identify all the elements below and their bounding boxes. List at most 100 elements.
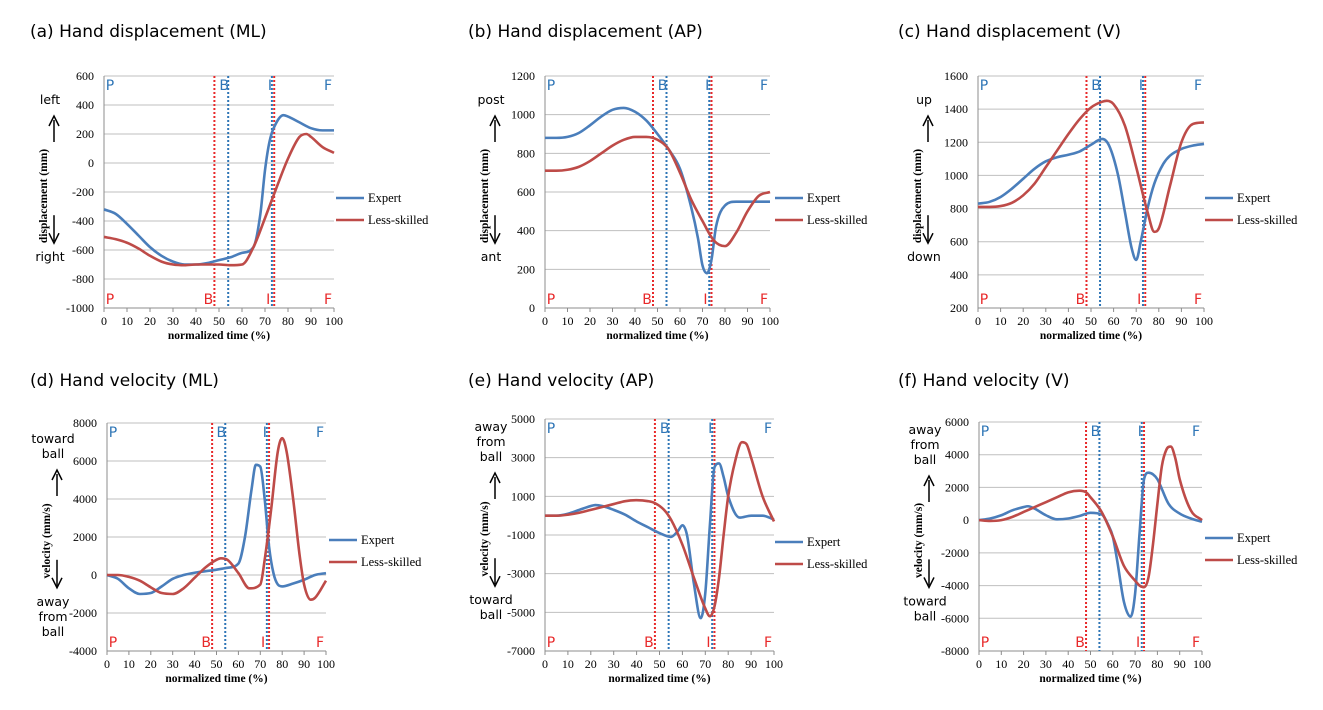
phase-label-less-skilled: P: [547, 635, 555, 651]
y-tick-label: 0: [88, 156, 94, 170]
y-tick-label: -5000: [507, 605, 535, 619]
x-tick-label: 10: [123, 657, 135, 671]
x-tick-label: 0: [104, 657, 110, 671]
y-tick-label: -4000: [69, 644, 97, 658]
x-tick-label: 80: [276, 657, 288, 671]
phase-label-less-skilled: B: [1075, 635, 1085, 651]
phase-label-less-skilled: I: [1137, 292, 1141, 308]
x-axis-title: normalized time (%): [165, 673, 267, 685]
direction-down-label: down: [907, 249, 941, 264]
y-tick-label: -1000: [507, 528, 535, 542]
x-tick-label: 0: [975, 314, 981, 328]
phase-label-less-skilled: I: [261, 635, 265, 651]
y-tick-label: -600: [72, 243, 94, 257]
y-tick-label: -4000: [941, 579, 969, 593]
direction-up-label: toward ball: [31, 431, 74, 461]
x-tick-label: 40: [1062, 314, 1074, 328]
y-tick-label: 1000: [511, 108, 535, 122]
y-tick-label: 400: [950, 268, 968, 282]
x-tick-label: 90: [1175, 314, 1187, 328]
x-tick-label: 50: [652, 314, 664, 328]
phase-label-expert: I: [705, 78, 709, 94]
chart-title: (b) Hand displacement (AP): [468, 22, 703, 42]
phase-label-expert: P: [547, 78, 555, 94]
y-tick-label: -2000: [69, 606, 97, 620]
x-tick-label: 20: [584, 314, 596, 328]
legend-label-expert: Expert: [1237, 531, 1271, 545]
x-tick-label: 30: [1040, 314, 1052, 328]
direction-up-label: away from ball: [909, 422, 943, 467]
phase-label-expert: F: [324, 78, 332, 94]
phase-label-expert: P: [106, 78, 114, 94]
x-tick-label: 10: [121, 314, 133, 328]
x-axis-title: normalized time (%): [168, 330, 270, 342]
chart-panel-1: (b) Hand displacement (AP)02004006008001…: [468, 22, 868, 342]
y-tick-label: -3000: [507, 567, 535, 581]
y-axis-title: displacement (mm): [479, 149, 491, 243]
x-tick-label: 100: [1193, 657, 1211, 671]
legend-label-expert: Expert: [361, 533, 395, 547]
x-tick-label: 50: [211, 657, 223, 671]
down-arrow-icon: [51, 577, 63, 590]
x-tick-label: 90: [1174, 657, 1186, 671]
x-tick-label: 40: [631, 657, 643, 671]
y-tick-label: 600: [950, 235, 968, 249]
x-axis-title: normalized time (%): [608, 673, 710, 685]
phase-label-expert: I: [268, 78, 272, 94]
phase-label-less-skilled: I: [703, 292, 707, 308]
y-axis-title: displacement (mm): [38, 149, 50, 243]
y-tick-label: 800: [950, 202, 968, 216]
x-tick-label: 60: [232, 657, 244, 671]
chart-title: (a) Hand displacement (ML): [30, 22, 267, 42]
up-arrow-icon: [48, 114, 60, 127]
phase-label-less-skilled: I: [706, 635, 710, 651]
phase-label-expert: I: [708, 421, 712, 437]
x-tick-label: 40: [189, 657, 201, 671]
phase-label-expert: B: [658, 78, 668, 94]
phase-label-less-skilled: F: [764, 635, 772, 651]
y-tick-label: 4000: [73, 492, 97, 506]
x-tick-label: 90: [742, 314, 754, 328]
x-tick-label: 40: [629, 314, 641, 328]
legend-label-less-skilled: Less-skilled: [1237, 213, 1298, 227]
x-tick-label: 0: [976, 657, 982, 671]
phase-label-less-skilled: F: [324, 292, 332, 308]
y-tick-label: 400: [517, 224, 535, 238]
phase-label-expert: I: [1139, 78, 1143, 94]
series-line-expert: [544, 462, 775, 620]
phase-label-less-skilled: B: [1076, 292, 1086, 308]
phase-label-expert: F: [1192, 424, 1200, 440]
y-tick-label: 1600: [944, 69, 968, 83]
x-tick-label: 20: [1017, 314, 1029, 328]
x-tick-label: 30: [167, 657, 179, 671]
phase-label-less-skilled: B: [204, 292, 214, 308]
x-tick-label: 0: [542, 314, 548, 328]
x-tick-label: 50: [654, 657, 666, 671]
legend-label-expert: Expert: [807, 191, 841, 205]
phase-label-expert: P: [981, 424, 989, 440]
y-tick-label: 6000: [73, 454, 97, 468]
series-line-expert: [978, 471, 1203, 618]
x-tick-label: 30: [167, 314, 179, 328]
phase-label-less-skilled: I: [266, 292, 270, 308]
x-tick-label: 90: [298, 657, 310, 671]
down-arrow-icon: [923, 577, 935, 590]
down-arrow-icon: [489, 232, 501, 245]
y-tick-label: -6000: [941, 611, 969, 625]
phase-label-expert: B: [1091, 78, 1101, 94]
x-axis-title: normalized time (%): [1040, 330, 1142, 342]
down-arrow-icon: [489, 575, 501, 588]
y-axis-title: velocity (mm/s): [41, 503, 53, 578]
y-tick-label: 1000: [944, 168, 968, 182]
y-tick-label: 0: [963, 513, 969, 527]
x-tick-label: 70: [254, 657, 266, 671]
phase-label-expert: I: [263, 425, 267, 441]
y-tick-label: 200: [950, 301, 968, 315]
y-tick-label: 0: [529, 301, 535, 315]
direction-down-label: right: [35, 249, 64, 264]
phase-label-less-skilled: P: [109, 635, 117, 651]
x-tick-label: 50: [1085, 657, 1097, 671]
phase-label-expert: B: [219, 78, 229, 94]
x-axis-title: normalized time (%): [1039, 673, 1141, 685]
x-tick-label: 80: [722, 657, 734, 671]
